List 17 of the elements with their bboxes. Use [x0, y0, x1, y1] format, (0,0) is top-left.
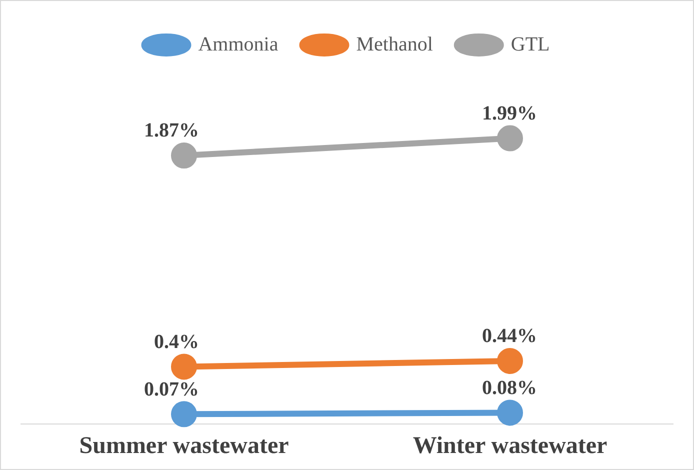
- point: [171, 142, 197, 169]
- point: [497, 348, 523, 374]
- data-label: 1.87%: [144, 120, 199, 142]
- data-label: 0.08%: [482, 376, 537, 399]
- point: [497, 125, 523, 152]
- point: [171, 401, 197, 428]
- x-tick-label: Summer wastewater: [79, 432, 290, 459]
- data-label: 0.44%: [482, 325, 537, 348]
- point: [497, 400, 523, 426]
- x-tick-label: Winter wastewater: [412, 432, 608, 459]
- legend-label: GTL: [510, 33, 550, 56]
- legend-label: Ammonia: [198, 33, 278, 56]
- legend-label: Methanol: [356, 33, 434, 56]
- point: [171, 354, 197, 380]
- data-label: 0.07%: [144, 378, 199, 400]
- data-label: 1.99%: [482, 102, 537, 124]
- data-label: 0.4%: [154, 330, 199, 353]
